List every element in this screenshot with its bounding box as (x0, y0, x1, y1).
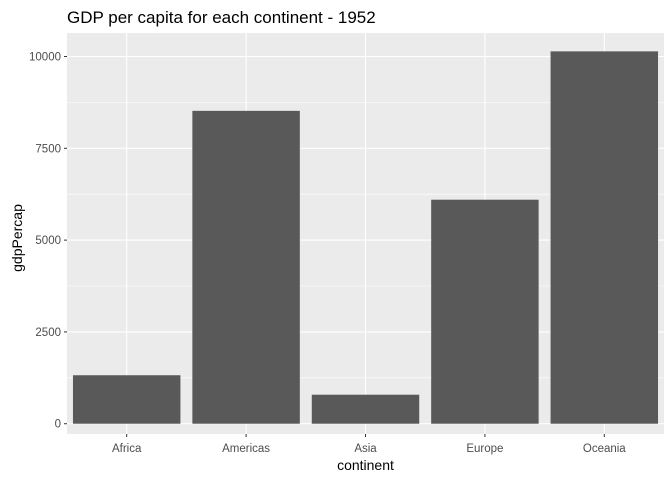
x-tick-label: Asia (354, 443, 377, 455)
x-axis-title: continent (337, 457, 394, 473)
bar-asia (311, 394, 420, 424)
bar-oceania (550, 51, 659, 424)
y-tick-label: 2500 (35, 327, 61, 339)
y-tick-label: 10000 (29, 52, 61, 64)
bar-americas (192, 110, 300, 424)
y-tick-label: 7500 (35, 143, 61, 155)
x-tick-label: Oceania (583, 443, 626, 455)
x-axis: Africa Americas Asia Europe Oceania (112, 434, 626, 455)
x-tick-label: Africa (112, 443, 142, 455)
x-tick-label: Americas (222, 443, 270, 455)
y-tick-label: 0 (55, 419, 61, 431)
bars (72, 51, 659, 424)
y-axis-title: gdpPercap (9, 204, 25, 272)
chart-title: GDP per capita for each continent - 1952 (67, 8, 376, 27)
bar-africa (72, 375, 181, 424)
y-tick-label: 5000 (35, 235, 61, 247)
y-axis: 0 2500 5000 7500 10000 (29, 52, 67, 431)
bar-europe (431, 199, 539, 424)
x-tick-label: Europe (466, 443, 503, 455)
